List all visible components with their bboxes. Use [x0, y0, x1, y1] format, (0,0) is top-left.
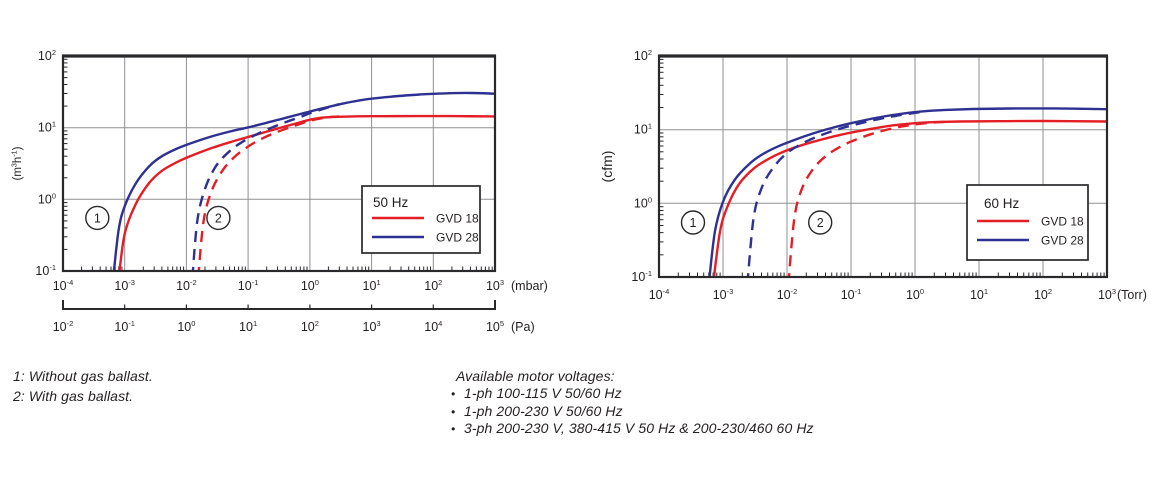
- tick-label: 10-2: [53, 319, 74, 334]
- tick-label: 105: [486, 319, 504, 334]
- annotation-circle-1: 1: [85, 205, 110, 231]
- motor-voltages-title: Available motor voltages:: [456, 368, 615, 384]
- x-axis-unit: (mbar): [511, 279, 548, 293]
- tick-label: 103: [363, 319, 381, 334]
- series-gvd-28-with-gas-ballast: [191, 102, 340, 271]
- x-axis-unit: (Torr): [1117, 288, 1147, 302]
- legend-label: GVD 28: [1041, 234, 1084, 248]
- tick-label: 10-2: [777, 287, 798, 302]
- series-gvd-18-without-gas-ballast: [712, 119, 1107, 277]
- tick-label: 100: [906, 287, 924, 302]
- tick-label: 101: [363, 278, 381, 293]
- plot-grid: [63, 56, 495, 271]
- tick-label: 100: [177, 319, 195, 334]
- tick-label: 104: [424, 319, 442, 334]
- tick-label: 10-1: [841, 287, 862, 302]
- legend-title: 60 Hz: [984, 196, 1020, 211]
- series-gvd-28-without-gas-ballast: [112, 91, 495, 271]
- tick-label: 101: [239, 319, 257, 334]
- y-axis-unit: (cfm): [599, 151, 615, 183]
- tick-label: 10-3: [114, 278, 135, 293]
- motor-voltage-item: • 1-ph 200-230 V 50/60 Hz: [451, 403, 814, 420]
- gas-ballast-footnotes: 1: Without gas ballast. 2: With gas ball…: [13, 367, 153, 406]
- tick-label: 10-4: [53, 278, 74, 293]
- tick-label: 101: [38, 120, 56, 135]
- annotation-circle-2: 2: [206, 205, 231, 231]
- annotation-circle-2: 2: [808, 210, 833, 235]
- tick-label: 100: [301, 278, 319, 293]
- legend-label: GVD 28: [436, 231, 479, 245]
- tick-label: 10-1: [35, 263, 56, 278]
- tick-label: 10-1: [114, 319, 135, 334]
- bullet-icon: •: [451, 422, 456, 437]
- tick-label: 10-3: [713, 287, 734, 302]
- tick-label: 102: [38, 48, 56, 63]
- motor-voltage-item: • 3-ph 200-230 V, 380-415 V 50 Hz & 200-…: [451, 420, 814, 437]
- tick-label: 102: [424, 278, 442, 293]
- tick-label: 10-4: [649, 287, 670, 302]
- motor-voltage-item: • 1-ph 100-115 V 50/60 Hz: [451, 385, 814, 402]
- tick-label: 102: [1034, 287, 1052, 302]
- annotation-number: 2: [215, 211, 222, 225]
- y-axis-labels: 10-1 100 101 102: [631, 48, 652, 284]
- legend-60-hz: 60 Hz GVD 18 GVD 28: [966, 184, 1089, 261]
- series-curves: [112, 91, 495, 271]
- series-gvd-28-with-gas-ballast: [746, 110, 927, 277]
- tick-label: 102: [301, 319, 319, 334]
- x-axis-labels: 10-4 10-3 10-2 10-1 100 101 102 103 (mbar): [53, 278, 548, 293]
- pumping-speed-charts: 10-4 10-3 10-2 10-1 100 101 102 103 (mbar)10-110…: [11, 48, 1147, 334]
- x-axis-labels: 10-4 10-3 10-2 10-1 100 101 102 103 (Torr): [649, 287, 1147, 302]
- secondary-axis-pa: 10-2 10-1 100 101 102 103 104 105 (Pa): [53, 300, 535, 334]
- series-gvd-18-with-gas-ballast: [197, 115, 340, 271]
- annotation-number: 1: [94, 211, 101, 225]
- tick-label: 101: [970, 287, 988, 302]
- legend-label: GVD 18: [1041, 215, 1084, 229]
- footnote-with-gas-ballast: 2: With gas ballast.: [13, 387, 134, 404]
- pumping-speed-chart-60hz: 10-4 10-3 10-2 10-1 100 101 102 103 (Torr)10-110…: [599, 48, 1147, 302]
- tick-label: 103: [486, 278, 504, 293]
- bullet-icon: •: [451, 387, 456, 402]
- series-gvd-18-without-gas-ballast: [118, 114, 495, 271]
- tick-label: 100: [634, 195, 652, 210]
- annotation-circle-1: 1: [680, 210, 706, 235]
- tick-label: 103: [1098, 287, 1116, 302]
- tick-label: 101: [634, 122, 652, 137]
- bullet-icon: •: [451, 404, 456, 419]
- series-curves: [708, 107, 1107, 277]
- series-gvd-18-with-gas-ballast: [787, 120, 946, 277]
- legend-50-hz: 50 Hz GVD 18 GVD 28: [361, 185, 481, 254]
- y-axis-labels: 10-1 100 101 102: [35, 48, 56, 278]
- tick-label: 10-1: [631, 269, 652, 284]
- annotation-number: 1: [690, 216, 697, 230]
- motor-voltage-text: 3-ph 200-230 V, 380-415 V 50 Hz & 200-23…: [464, 420, 814, 437]
- y-axis-unit: (m3h-1): [11, 146, 24, 180]
- motor-voltages: Available motor voltages: • 1-ph 100-115…: [451, 368, 814, 438]
- plot-border: [657, 54, 1109, 279]
- tick-label: 10-2: [176, 278, 197, 293]
- motor-voltage-text: 1-ph 100-115 V 50/60 Hz: [464, 385, 622, 402]
- legend-title: 50 Hz: [373, 195, 409, 210]
- motor-voltage-text: 1-ph 200-230 V 50/60 Hz: [464, 402, 623, 419]
- series-gvd-28-without-gas-ballast: [708, 107, 1107, 277]
- pumping-speed-chart-50hz: 10-4 10-3 10-2 10-1 100 101 102 103 (mbar)10-110…: [11, 48, 548, 334]
- legend-label: GVD 18: [436, 212, 479, 226]
- annotation-number: 2: [817, 216, 824, 230]
- tick-label: 100: [38, 191, 56, 206]
- footnote-without-gas-ballast: 1: Without gas ballast.: [13, 368, 153, 384]
- tick-label: 102: [634, 48, 652, 63]
- secondary-axis-unit: (Pa): [511, 320, 535, 334]
- tick-label: 10-1: [238, 278, 259, 293]
- plot-border: [61, 54, 497, 273]
